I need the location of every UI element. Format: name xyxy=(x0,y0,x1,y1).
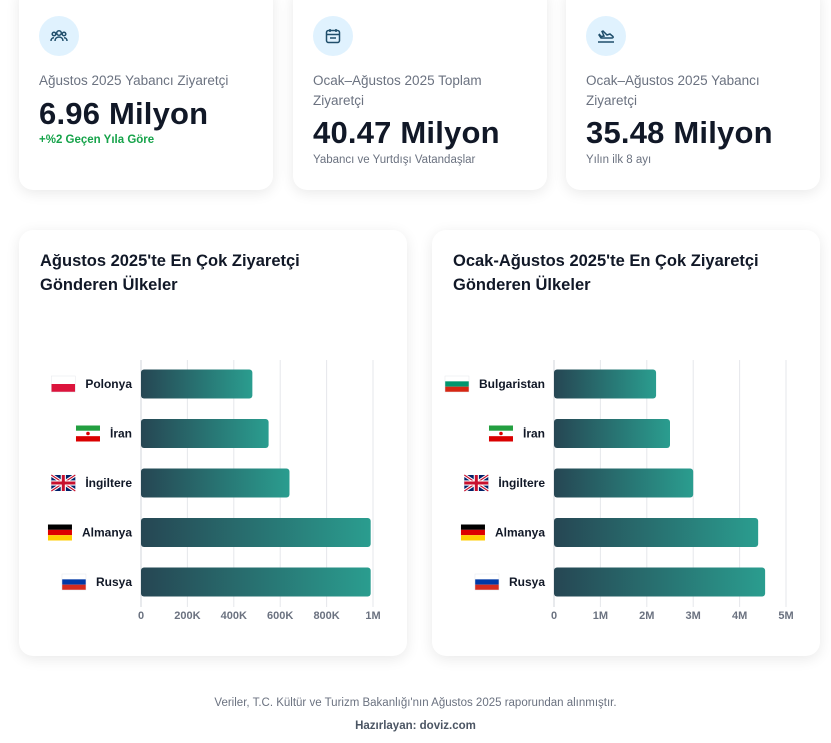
bar[interactable] xyxy=(141,468,290,498)
stat-card-foreign-visitors: Ocak–Ağustos 2025 Yabancı Ziyaretçi 35.4… xyxy=(566,0,820,190)
category-label: İngiltere xyxy=(498,475,545,490)
x-tick-label: 1M xyxy=(365,610,380,622)
uk-flag-icon xyxy=(50,473,77,493)
stat-value: 40.47 Milyon xyxy=(313,115,500,150)
stat-label: Ağustos 2025 Yabancı Ziyaretçi xyxy=(39,73,229,88)
stat-subtitle: Yılın ilk 8 ayı xyxy=(586,154,652,166)
x-tick-label: 0 xyxy=(138,610,144,622)
category-label: Bulgaristan xyxy=(479,377,545,391)
stat-card-august-visitors: Ağustos 2025 Yabancı Ziyaretçi 6.96 Mily… xyxy=(19,0,273,190)
x-tick-label: 2M xyxy=(639,610,654,622)
bar[interactable] xyxy=(554,567,766,597)
bar[interactable] xyxy=(141,369,253,399)
germany-flag-icon xyxy=(47,524,72,541)
category-label: İran xyxy=(110,426,132,441)
x-tick-label: 5M xyxy=(778,610,793,622)
bar[interactable] xyxy=(554,419,670,448)
iran-flag-icon xyxy=(488,425,513,442)
x-tick-label: 0 xyxy=(551,610,557,622)
chart-card-jan-aug: Ocak-Ağustos 2025'te En Çok Ziyaretçi Gö… xyxy=(432,230,820,656)
stat-card-total-visitors: Ocak–Ağustos 2025 Toplam Ziyaretçi 40.47… xyxy=(293,0,547,190)
stat-value: 6.96 Milyon xyxy=(39,96,209,131)
bulgaria-flag-icon xyxy=(444,375,470,393)
category-label: İngiltere xyxy=(85,475,132,490)
bar[interactable] xyxy=(554,518,759,547)
stat-change-badge: +%2 Geçen Yıla Göre xyxy=(39,134,155,146)
calendar-icon xyxy=(313,16,353,56)
bar[interactable] xyxy=(141,567,371,597)
category-label: Rusya xyxy=(96,575,132,589)
x-tick-label: 200K xyxy=(174,610,200,622)
x-tick-label: 1M xyxy=(593,610,608,622)
bar[interactable] xyxy=(554,369,657,399)
chart-card-august: Ağustos 2025'te En Çok Ziyaretçi Göndere… xyxy=(19,230,407,656)
category-label: Polonya xyxy=(85,377,132,391)
category-label: Almanya xyxy=(495,526,545,540)
footer-source-note: Veriler, T.C. Kültür ve Turizm Bakanlığı… xyxy=(214,697,617,709)
uk-flag-icon xyxy=(463,473,490,493)
x-tick-label: 4M xyxy=(732,610,747,622)
bar[interactable] xyxy=(554,468,694,498)
bar[interactable] xyxy=(141,518,371,547)
plane-landing-icon xyxy=(586,16,626,56)
category-label: Almanya xyxy=(82,526,132,540)
chart-title: Ocak-Ağustos 2025'te En Çok Ziyaretçi Gö… xyxy=(453,252,759,294)
x-tick-label: 3M xyxy=(686,610,701,622)
bar-chart-august: 0 200K 400K 600K 800K 1M Polonya İran İngiltere A… xyxy=(47,360,381,622)
russia-flag-icon xyxy=(474,573,500,591)
iran-flag-icon xyxy=(75,425,100,442)
stat-label: Ocak–Ağustos 2025 Yabancı Ziyaretçi xyxy=(586,73,760,108)
stat-subtitle: Yabancı ve Yurtdışı Vatandaşlar xyxy=(313,154,476,166)
germany-flag-icon xyxy=(460,524,485,541)
category-label: Rusya xyxy=(509,575,545,589)
users-icon xyxy=(39,16,79,56)
poland-flag-icon xyxy=(51,375,76,393)
bar[interactable] xyxy=(141,419,269,448)
x-tick-label: 800K xyxy=(313,610,339,622)
chart-title: Ağustos 2025'te En Çok Ziyaretçi Göndere… xyxy=(40,252,300,294)
x-tick-label: 600K xyxy=(267,610,293,622)
stat-value: 35.48 Milyon xyxy=(586,115,773,150)
footer-author: Hazırlayan: doviz.com xyxy=(355,720,476,732)
category-label: İran xyxy=(523,426,545,441)
russia-flag-icon xyxy=(61,573,87,591)
x-tick-label: 400K xyxy=(221,610,247,622)
stat-label: Ocak–Ağustos 2025 Toplam Ziyaretçi xyxy=(313,73,482,108)
bar-chart-jan-aug: 0 1M 2M 3M 4M 5M Bulgaristan İran İngiltere Alman… xyxy=(444,360,794,622)
